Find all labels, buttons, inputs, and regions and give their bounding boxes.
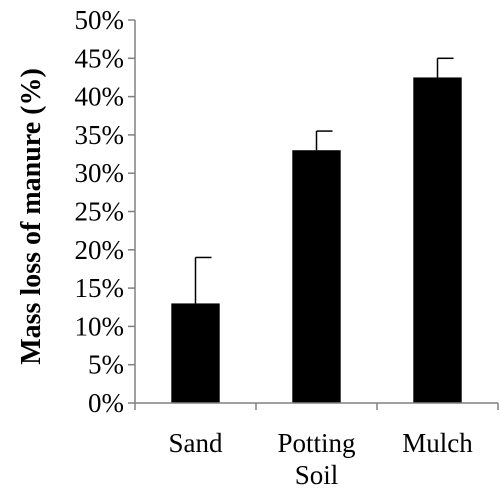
bar <box>413 77 462 403</box>
bars <box>171 57 462 403</box>
y-tick-label: 45% <box>75 43 125 73</box>
x-tick-label: Sand <box>169 428 224 458</box>
y-tick-label: 30% <box>75 158 125 188</box>
y-tick-label: 20% <box>75 235 125 265</box>
y-tick-label: 10% <box>75 311 125 341</box>
y-axis: 0% 5% 10% 15% 20% 25% 30% 35% 40% 45% 50% <box>75 5 136 418</box>
y-axis-title-group: Mass loss of manure (%) <box>16 68 47 365</box>
x-tick-label: Mulch <box>402 428 473 458</box>
y-tick-label: 50% <box>75 5 125 35</box>
y-tick-label: 40% <box>75 82 125 112</box>
y-tick-label: 15% <box>75 273 125 303</box>
y-tick-label: 35% <box>75 120 125 150</box>
y-tick-label: 25% <box>75 197 125 227</box>
y-axis-label: Mass loss of manure (%) <box>16 68 47 365</box>
y-tick-label: 5% <box>88 350 124 380</box>
x-tick-label: Potting Soil <box>277 428 355 490</box>
x-axis: Sand Potting Soil Mulch <box>134 402 499 490</box>
bar <box>171 303 220 403</box>
bar <box>292 150 341 403</box>
y-tick-label: 0% <box>88 388 124 418</box>
